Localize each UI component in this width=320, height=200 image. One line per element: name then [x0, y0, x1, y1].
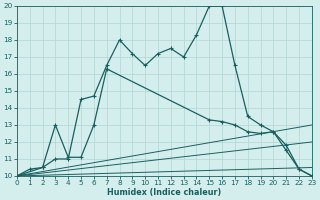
X-axis label: Humidex (Indice chaleur): Humidex (Indice chaleur) — [107, 188, 221, 197]
